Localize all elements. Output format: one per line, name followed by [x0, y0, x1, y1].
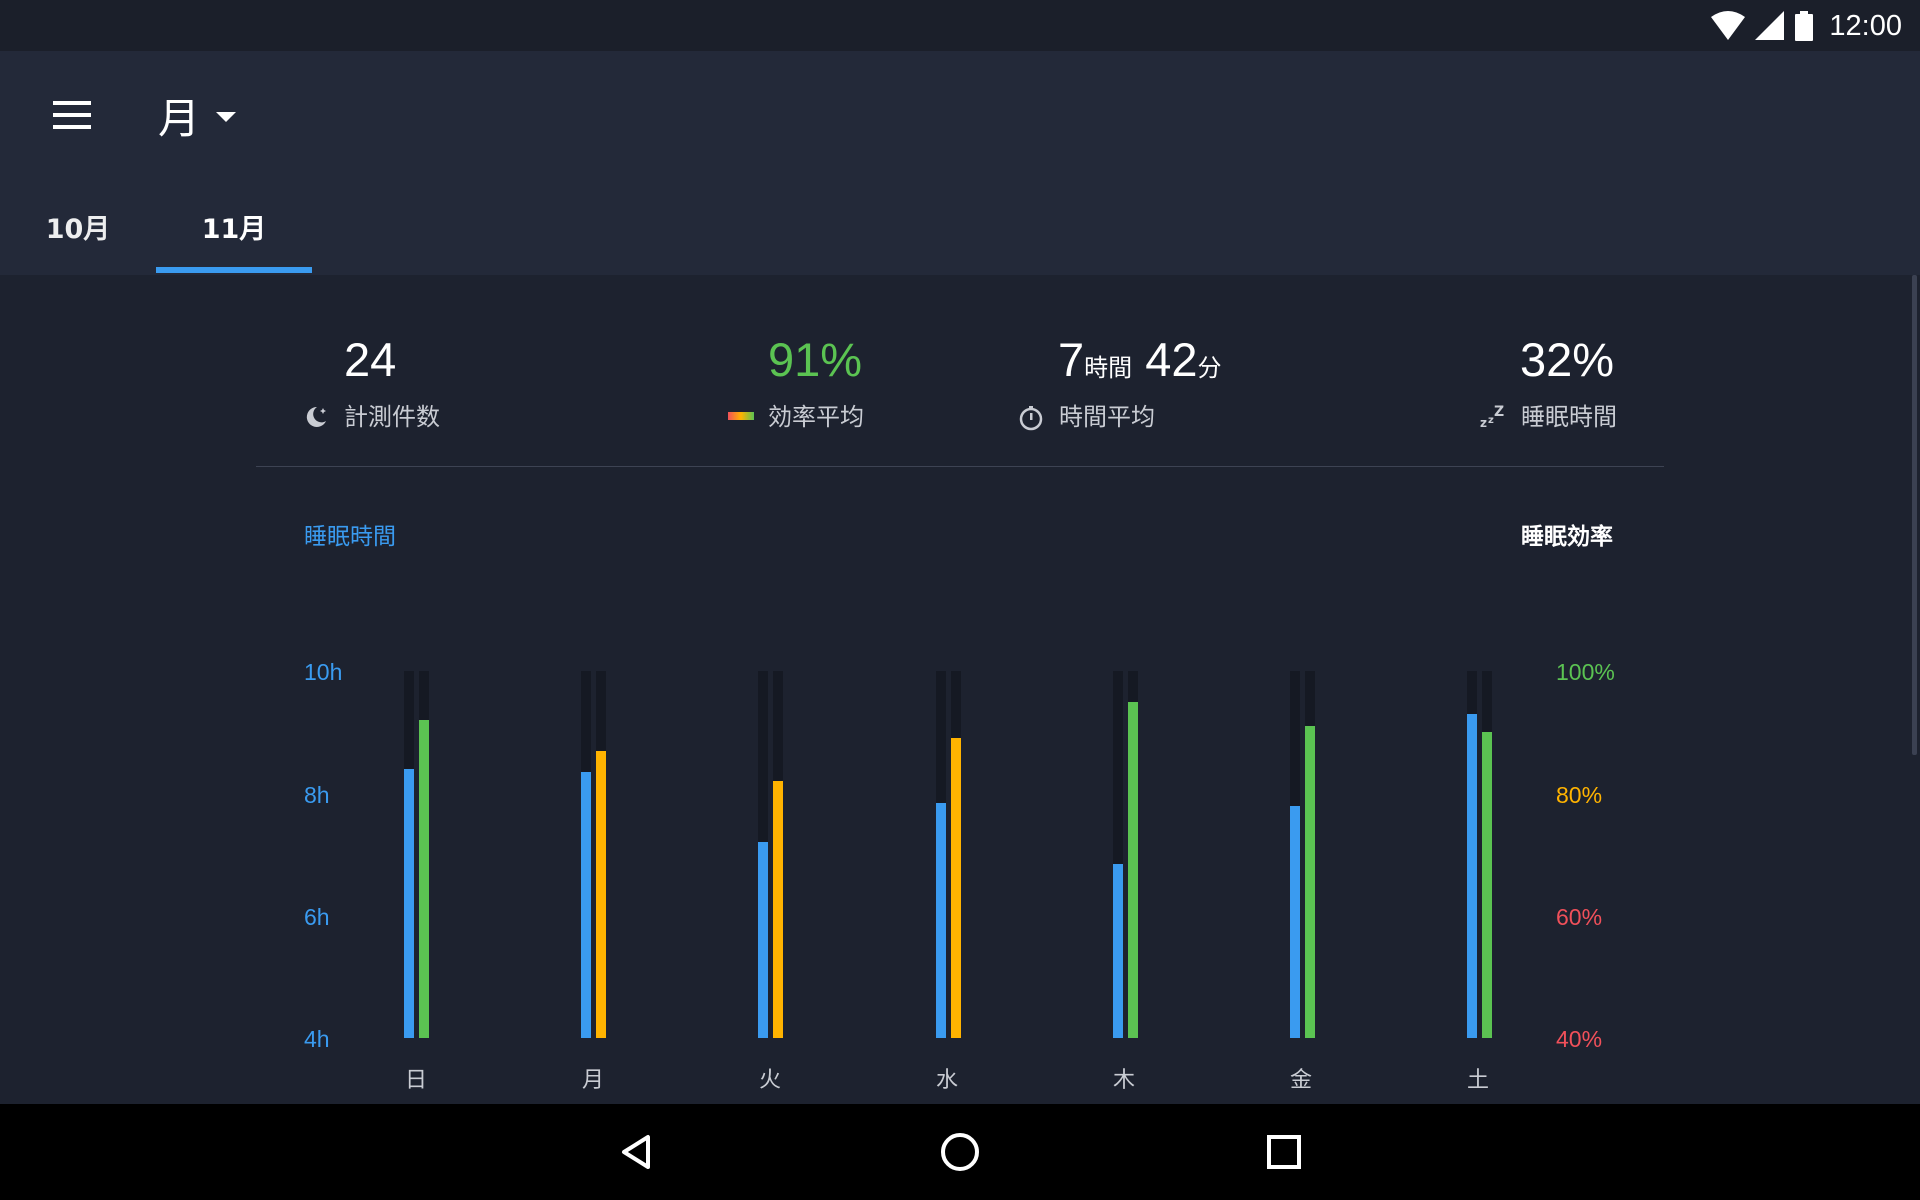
average-time-label: 時間平均: [1059, 403, 1155, 431]
efficiency-bar: [596, 750, 606, 1038]
dropdown-caret-icon: [216, 112, 237, 122]
sleep-time-bar: [581, 771, 591, 1038]
efficiency-bar: [951, 738, 961, 1038]
efficiency-bar: [773, 781, 783, 1038]
hours-unit: 時間: [1084, 355, 1133, 382]
efficiency-value: 91%: [768, 333, 863, 386]
left-axis-tick: 4h: [304, 1026, 330, 1052]
efficiency-label: 効率平均: [768, 403, 864, 431]
divider: [256, 466, 1664, 467]
app-bar: 月 10月 11月: [0, 51, 1920, 275]
average-time-value: 7時間 42分: [1058, 336, 1221, 383]
menu-button[interactable]: [48, 91, 96, 139]
right-axis-tick: 40%: [1556, 1026, 1603, 1052]
efficiency-bar: [1482, 732, 1492, 1038]
right-axis-tick: 80%: [1556, 782, 1603, 808]
hamburger-menu-icon: [53, 101, 91, 129]
navigation-bar: [0, 1104, 1920, 1200]
recents-square-icon: [1267, 1135, 1301, 1169]
chart-left-title: 睡眠時間: [304, 524, 396, 550]
sleep-time-bar-track: [1113, 671, 1123, 1038]
sleep-label: 睡眠時間: [1521, 403, 1617, 431]
average-hours: 7: [1058, 333, 1085, 386]
wifi-icon: [1711, 11, 1746, 40]
sleep-zzz-icon: z z Z: [1480, 404, 1504, 430]
sleep-time-bar: [404, 768, 414, 1038]
tab-label: 11月: [201, 214, 267, 245]
period-label: 月: [158, 93, 201, 143]
status-bar: 12:00: [0, 0, 1920, 51]
selected-tab-indicator: [156, 267, 312, 273]
right-axis-tick: 60%: [1556, 904, 1603, 930]
left-axis-tick: 6h: [304, 904, 330, 930]
sleep-time-bar: [936, 802, 946, 1038]
day-label: 月: [581, 1068, 604, 1093]
chart-right-title: 睡眠効率: [1521, 524, 1613, 550]
day-label: 水: [935, 1068, 958, 1093]
back-triangle-icon: [622, 1135, 650, 1169]
day-label: 金: [1289, 1068, 1312, 1093]
count-value: 24: [344, 333, 397, 386]
efficiency-bar: [1128, 701, 1138, 1038]
cellular-signal-icon: [1755, 11, 1785, 40]
home-circle-icon: [941, 1133, 979, 1171]
back-button[interactable]: [610, 1126, 662, 1178]
tab-label: 10月: [45, 214, 111, 245]
sleep-time-bar: [1467, 713, 1477, 1038]
efficiency-gradient-icon: [728, 412, 754, 420]
svg-text:z: z: [1488, 415, 1494, 426]
sleep-time-bar: [758, 842, 768, 1038]
left-axis-tick: 10h: [304, 659, 343, 685]
minutes-unit: 分: [1197, 355, 1222, 382]
svg-text:Z: Z: [1494, 404, 1504, 420]
status-time: 12:00: [1829, 9, 1902, 42]
battery-icon: [1795, 11, 1814, 41]
tab-october[interactable]: 10月: [30, 199, 126, 275]
sleep-time-bar: [1113, 863, 1123, 1038]
average-minutes: 42: [1145, 333, 1198, 386]
left-axis-tick: 8h: [304, 782, 330, 808]
svg-text:z: z: [1480, 416, 1487, 430]
status-icons: 12:00: [1711, 6, 1902, 46]
right-axis-tick: 100%: [1556, 659, 1615, 685]
recents-button[interactable]: [1258, 1126, 1310, 1178]
day-label: 日: [404, 1068, 427, 1093]
sleep-time-bar: [1290, 805, 1300, 1038]
day-label: 火: [758, 1068, 781, 1093]
count-label: 計測件数: [344, 403, 440, 431]
moon-icon: [306, 406, 326, 427]
day-label: 土: [1466, 1068, 1489, 1093]
day-label: 木: [1112, 1068, 1135, 1093]
efficiency-bar: [419, 719, 429, 1038]
home-button[interactable]: [934, 1126, 986, 1178]
timer-icon: [1019, 406, 1043, 431]
period-dropdown[interactable]: 月: [158, 85, 237, 145]
sleep-value: 32%: [1520, 333, 1615, 386]
scrollbar[interactable]: [1912, 275, 1917, 755]
efficiency-bar: [1305, 726, 1315, 1038]
tab-november[interactable]: 11月: [156, 199, 312, 275]
